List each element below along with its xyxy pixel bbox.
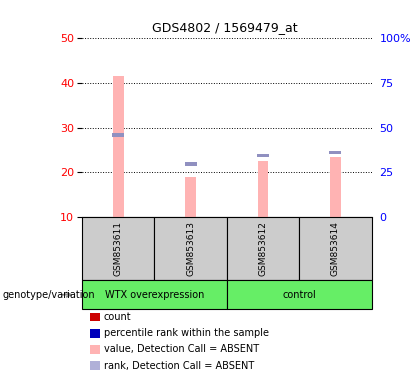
Bar — [185, 162, 197, 166]
Text: GSM853612: GSM853612 — [259, 221, 268, 276]
Text: GSM853613: GSM853613 — [186, 221, 195, 276]
Bar — [330, 151, 341, 154]
Bar — [227, 280, 372, 309]
Bar — [299, 217, 372, 280]
Text: GDS4802 / 1569479_at: GDS4802 / 1569479_at — [152, 21, 297, 34]
Bar — [257, 154, 269, 157]
Bar — [330, 157, 341, 217]
Bar — [82, 280, 227, 309]
Bar — [257, 161, 268, 217]
Bar — [155, 217, 227, 280]
Text: value, Detection Call = ABSENT: value, Detection Call = ABSENT — [104, 344, 259, 354]
Text: genotype/variation: genotype/variation — [2, 290, 95, 300]
Bar — [82, 217, 155, 280]
Text: control: control — [282, 290, 316, 300]
Text: count: count — [104, 312, 131, 322]
Text: GSM853614: GSM853614 — [331, 221, 340, 276]
Bar — [185, 177, 196, 217]
Text: GSM853611: GSM853611 — [114, 221, 123, 276]
Bar — [113, 76, 123, 217]
Text: WTX overexpression: WTX overexpression — [105, 290, 204, 300]
Text: rank, Detection Call = ABSENT: rank, Detection Call = ABSENT — [104, 361, 254, 371]
Bar — [112, 134, 124, 137]
Text: percentile rank within the sample: percentile rank within the sample — [104, 328, 269, 338]
Bar — [227, 217, 299, 280]
